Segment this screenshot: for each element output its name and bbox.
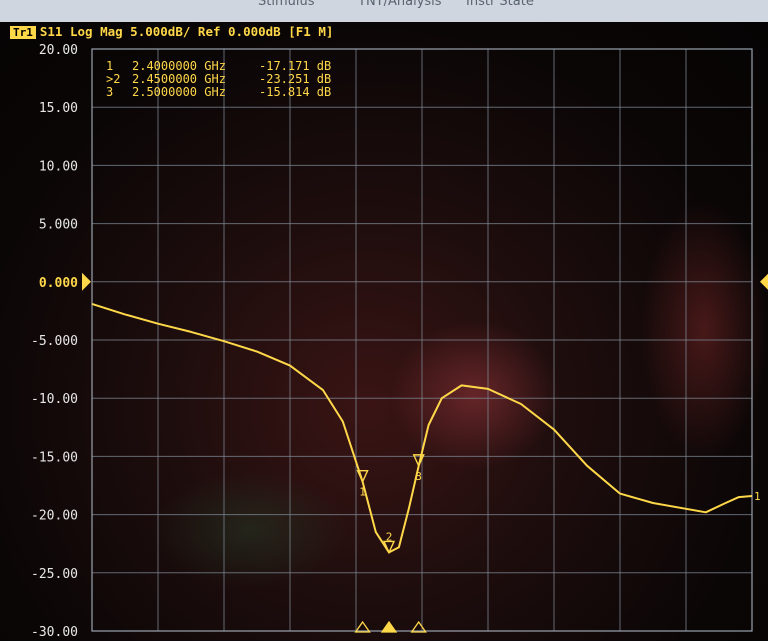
trace-marker-1[interactable] xyxy=(356,469,369,484)
y-tick-label: 15.00 xyxy=(39,101,78,116)
trace-end-label: 1 xyxy=(754,490,761,503)
reference-level-marker-right xyxy=(760,273,768,290)
marker-table-id[interactable]: 3 xyxy=(106,85,113,99)
marker-table-id[interactable]: >2 xyxy=(106,72,120,86)
reflection-glare xyxy=(640,200,768,460)
plot-frame xyxy=(91,48,753,632)
y-tick-label: 20.00 xyxy=(39,43,78,58)
marker-table-value: -23.251 dB xyxy=(259,72,331,86)
trace-marker-3[interactable] xyxy=(412,454,425,468)
reflection-glare xyxy=(390,320,560,470)
marker-table-value: -15.814 dB xyxy=(259,85,331,99)
marker-position-indicator[interactable] xyxy=(380,620,398,633)
y-tick-label: -15.00 xyxy=(31,450,78,465)
marker-position-indicator[interactable] xyxy=(410,620,427,633)
trace-header[interactable]: Tr1 S11 Log Mag 5.000dB/ Ref 0.000dB [F1 … xyxy=(10,24,333,42)
menu-item-instr-state[interactable]: Instr State xyxy=(466,0,534,9)
marker-table-frequency: 2.4000000 GHz xyxy=(132,59,226,73)
menu-bar: Stimulus TNT/Analysis Instr State xyxy=(0,0,768,22)
reference-level-marker xyxy=(82,272,91,291)
y-tick-label: -30.00 xyxy=(31,625,78,640)
analyzer-screen xyxy=(0,22,768,641)
reflection-glare xyxy=(150,470,350,590)
trace-marker-label: 1 xyxy=(359,486,366,499)
y-tick-label: 0.000 xyxy=(39,276,78,291)
trace-header-text: S11 Log Mag 5.000dB/ Ref 0.000dB [F1 M] xyxy=(39,24,334,39)
marker-table-frequency: 2.4500000 GHz xyxy=(132,72,226,86)
y-tick-label: 10.00 xyxy=(39,159,78,174)
menu-item-analysis[interactable]: TNT/Analysis xyxy=(358,0,442,9)
trace-marker-label: 2 xyxy=(386,530,393,543)
marker-position-indicator[interactable] xyxy=(354,620,371,633)
y-tick-label: -25.00 xyxy=(31,567,78,582)
y-tick-label: -10.00 xyxy=(31,392,78,407)
trace-badge[interactable]: Tr1 xyxy=(10,26,36,39)
trace-marker-2[interactable] xyxy=(382,540,396,555)
marker-table-frequency: 2.5000000 GHz xyxy=(132,85,226,99)
menu-item-stimulus[interactable]: Stimulus xyxy=(258,0,315,9)
trace-marker-label: 3 xyxy=(415,470,422,483)
y-tick-label: 5.000 xyxy=(39,218,78,233)
marker-table-id[interactable]: 1 xyxy=(106,59,113,73)
y-tick-label: -5.000 xyxy=(31,334,78,349)
marker-table-value: -17.171 dB xyxy=(259,59,331,73)
y-tick-label: -20.00 xyxy=(31,509,78,524)
